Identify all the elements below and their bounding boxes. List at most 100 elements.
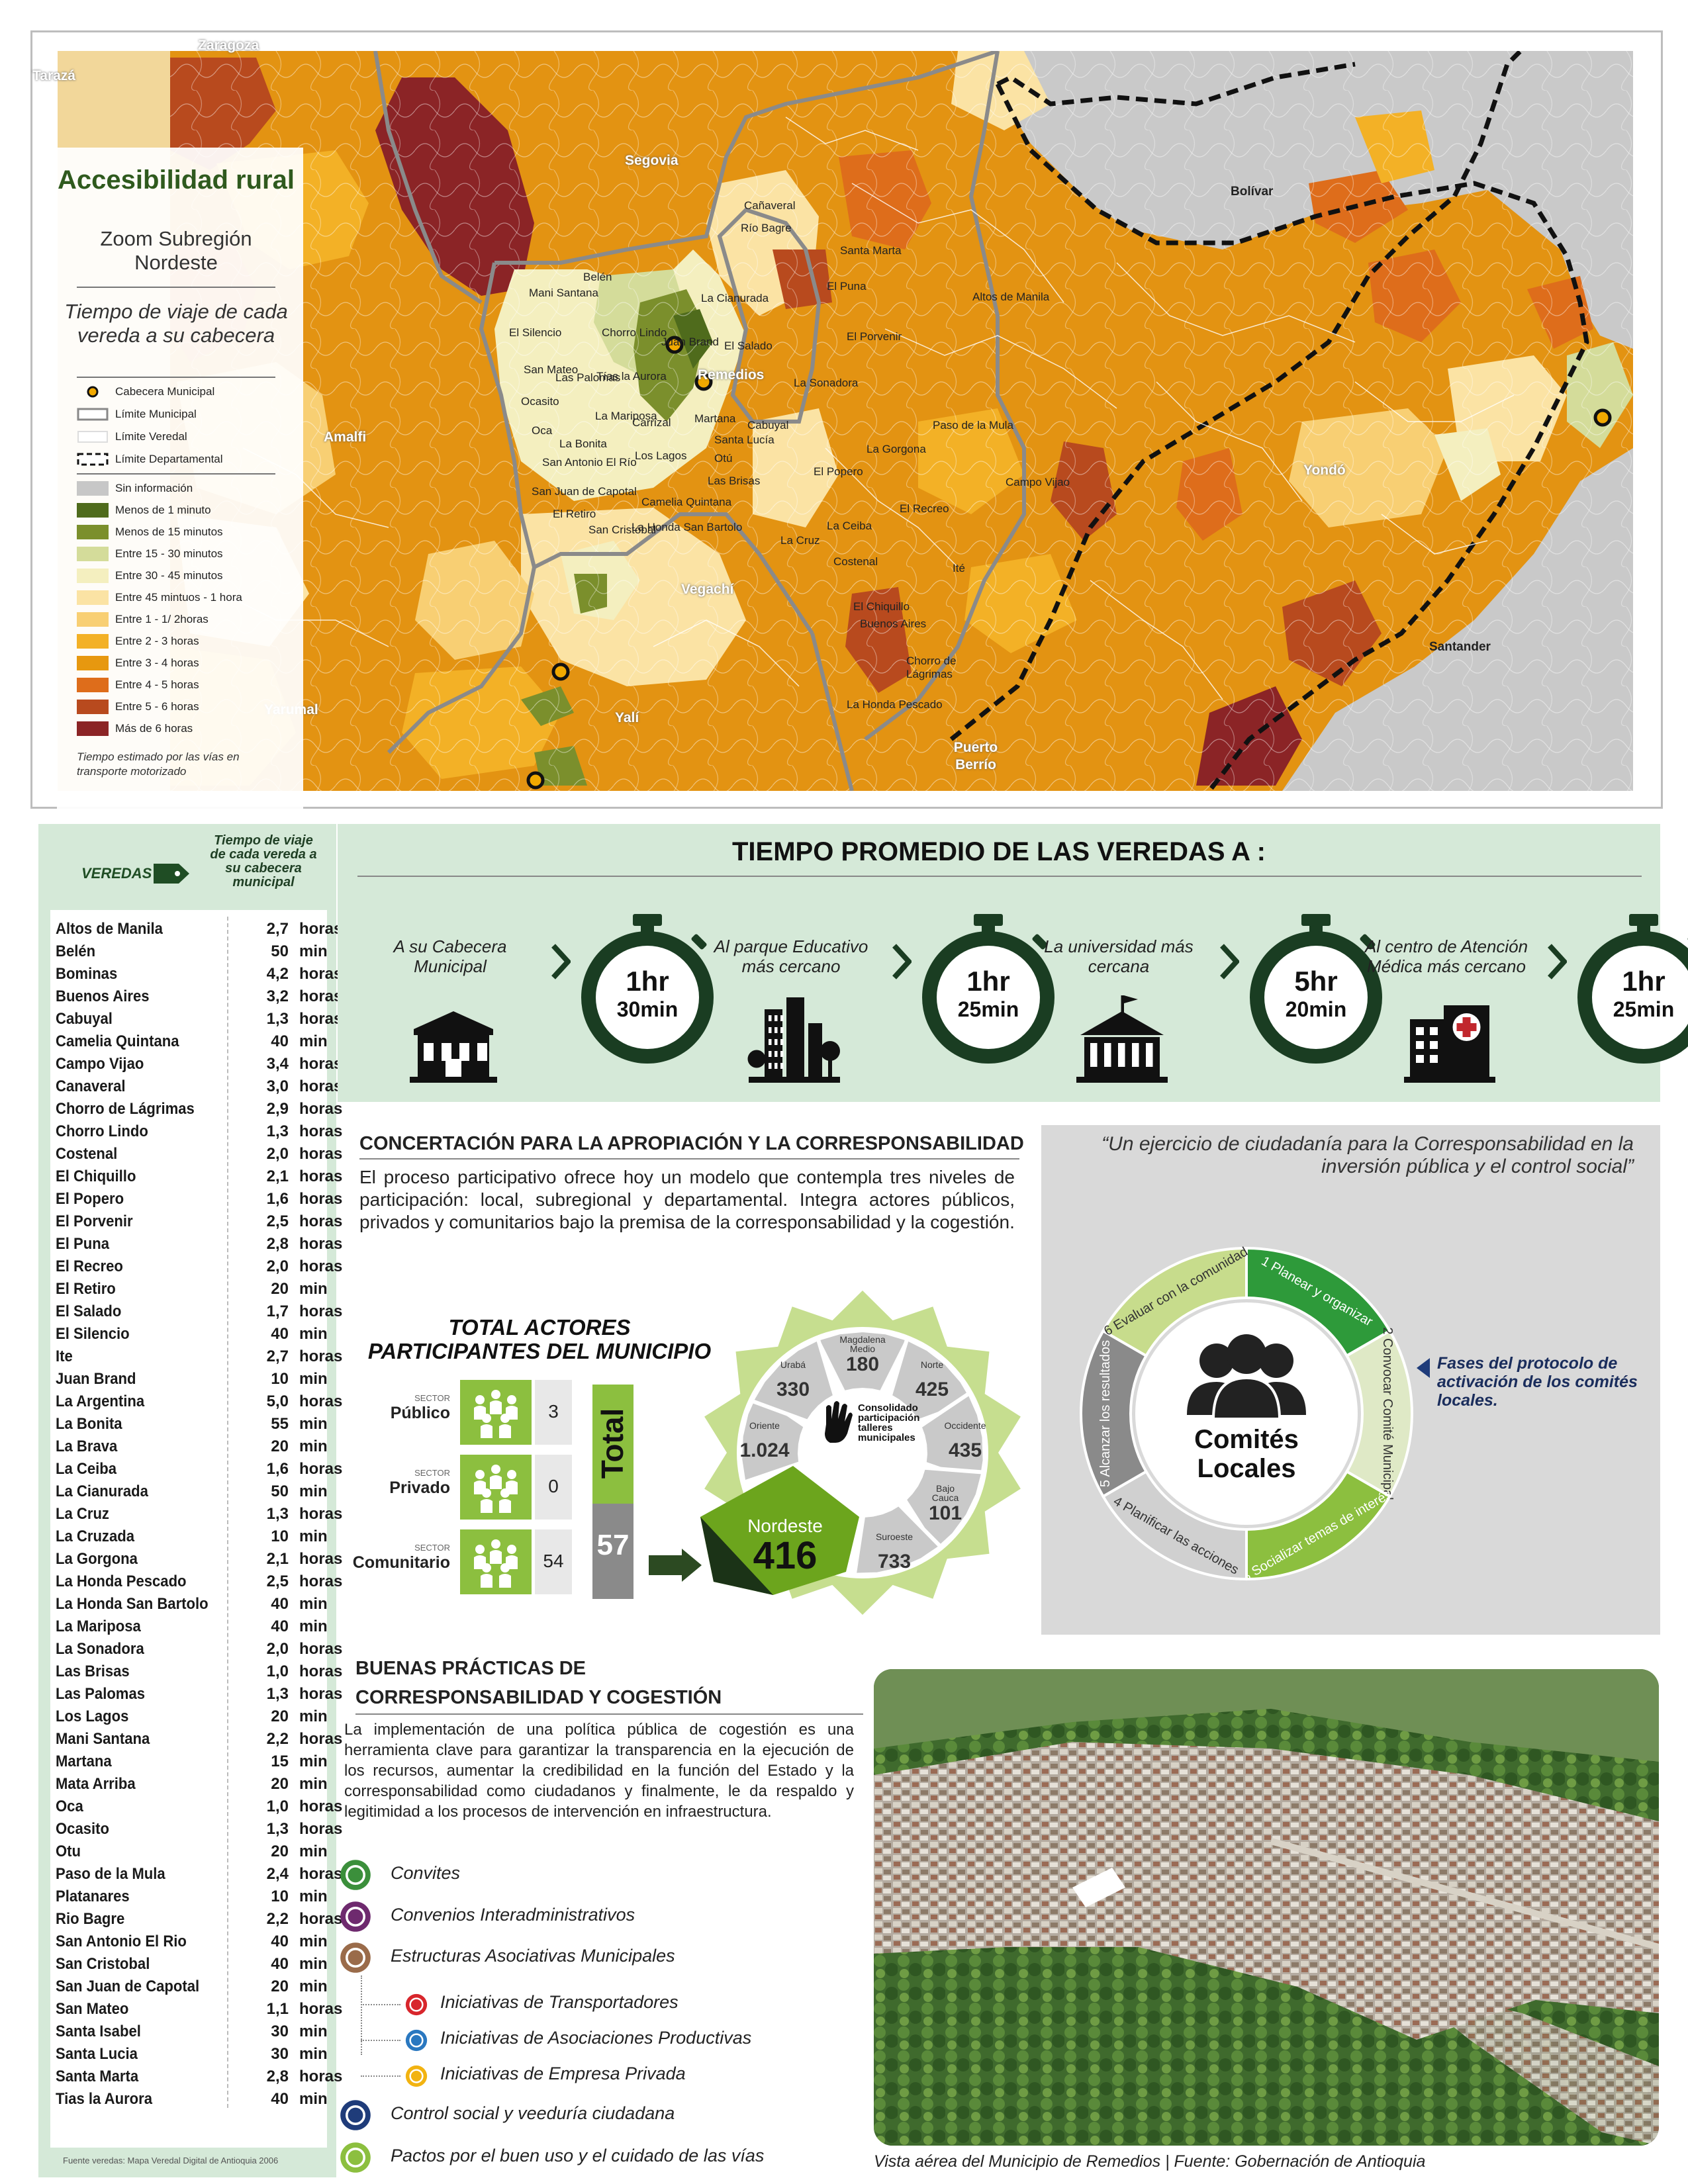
subregion-petal[interactable]: Occidente 435 [917,1390,987,1486]
cabecera-icon [87,386,99,398]
vereda-time-value: 3,2 [266,987,289,1005]
vereda-time-unit: horas [299,1347,343,1365]
map-label-vereda: El Chiquillo [853,600,910,613]
vereda-name: El Silencio [56,1325,130,1343]
vereda-time-value: 2,5 [266,1572,289,1590]
vereda-time-value: 1,3 [266,1505,289,1523]
vereda-time-unit: min [299,2045,328,2063]
map-label-vereda: El Retiro [553,508,596,520]
subregion-value: 1.024 [739,1439,789,1461]
vereda-time-value: 40 [271,1032,289,1050]
stopwatch-minutes: 25min [957,997,1019,1021]
cabecera-markers [526,336,1612,790]
vereda-time-unit: min [299,1955,328,1973]
vereda-time-value: 10 [271,1370,289,1388]
vereda-name: La Sonadora [56,1640,144,1658]
subregion-name: Urabá [780,1359,806,1370]
people-group-icon [460,1455,532,1520]
vereda-time-value: 2,2 [266,1910,289,1928]
phase-segment[interactable]: 2 Convocar Comité Municipal [1344,1327,1413,1500]
municipal-limit-icon [77,408,109,421]
vereda-name: Las Brisas [56,1662,130,1680]
map-label-vereda: Altos de Manila [972,291,1050,303]
vereda-time-value: 3,4 [266,1055,289,1073]
map-label-vereda: El Silencio [509,326,562,339]
map-label-vereda: La Sonadora [794,377,859,389]
map-label-vereda: Ocasito [521,395,559,408]
bus-icon [405,1993,428,2016]
vereda-name: El Retiro [56,1280,116,1298]
subregion-petal[interactable]: Urabá 330 [748,1336,837,1424]
vereda-time-value: 30 [271,2045,289,2063]
stopwatch-hours: 1hr [966,966,1010,997]
vereda-time-unit: horas [299,1055,343,1073]
vereda-time-unit: horas [299,1550,343,1568]
stage-label: La universidad más cercana [1044,936,1194,976]
vereda-name: San Mateo [56,2000,129,2018]
map-label-vereda: San Antonio El Río [542,456,637,469]
vereda-name: La Cruzada [56,1527,135,1545]
vereda-time-unit: horas [299,1145,343,1163]
subregion-name: Occidente [944,1420,986,1431]
handshake-icon [340,2142,371,2173]
stopwatch-minutes: 20min [1285,997,1347,1021]
departmental-limit-icon [77,453,109,466]
vereda-time-unit: horas [299,1392,343,1410]
vereda-name: Santa Isabel [56,2023,141,2040]
stage-label: Al parque Educativo más cercano [714,936,868,976]
map-label-vereda: San Juan de Capotal [532,485,637,498]
map-label-vereda: La Bonita [559,437,607,450]
stage-label: Al centro de Atención Médica más cercano [1364,936,1528,976]
stopwatch-minutes: 25min [1613,997,1675,1021]
map-label-bolivar: Bolívar [1231,185,1274,199]
vereda-time-unit: min [299,1437,328,1455]
concertacion-text: El proceso participativo ofrece hoy un m… [359,1167,1015,1232]
vereda-name: La Mariposa [56,1617,141,1635]
consolidado-label: municipales [858,1432,915,1443]
map-label-taraza: Tarazá [32,68,75,83]
gears-icon [405,2029,428,2052]
vereda-time-unit: horas [299,920,343,938]
vereda-name: Cabuyal [56,1010,113,1028]
vereda-time-value: 1,6 [266,1460,289,1478]
vereda-time-unit: min [299,1527,328,1545]
vereda-time-value: 2,0 [266,1640,289,1658]
people-group-icon [460,1380,532,1445]
subregion-petal[interactable]: Oriente 1.024 [738,1389,808,1485]
map-label-vereda: Cabuyal [747,419,789,432]
vereda-name: La Bonita [56,1415,122,1433]
subregion-name: Cauca [932,1492,959,1503]
vereda-time-value: 4,2 [266,965,289,983]
vereda-time-value: 1,3 [266,1685,289,1703]
vereda-time-value: 15 [271,1752,289,1770]
vereda-time-value: 55 [271,1415,289,1433]
subregion-petal[interactable]: Suroeste 733 [852,1501,944,1577]
vereda-time-value: 20 [271,1775,289,1793]
legend-swatch [77,634,109,649]
vereda-name: Chorro Lindo [56,1122,148,1140]
people-group-icon [460,1529,532,1594]
stopwatch-icon [922,914,1055,1064]
legend-swatch [77,612,109,627]
vereda-time-value: 2,9 [266,1100,289,1118]
map-note: Tiempo estimado por las vías en transpor… [77,751,240,778]
legend-class-label: Entre 1 - 1/ 2horas [115,613,209,625]
hospital-icon [1404,1005,1495,1083]
vereda-name: La Ceiba [56,1460,117,1478]
vereda-time-value: 30 [271,2023,289,2040]
subregion-petal[interactable]: Norte 425 [888,1336,977,1424]
legend-swatch [77,503,109,518]
vereda-name: Platanares [56,1888,130,1905]
stopwatch-minutes: 30min [616,997,679,1021]
subregion-name: Suroeste [876,1531,913,1542]
vereda-time-unit: horas [299,2068,343,2085]
map-label-vereda: Santa Lucía [714,433,774,446]
vereda-time-unit: min [299,1325,328,1343]
vereda-name: Costenal [56,1145,118,1163]
practice-item: Pactos por el buen uso y el cuidado de l… [391,2146,765,2165]
